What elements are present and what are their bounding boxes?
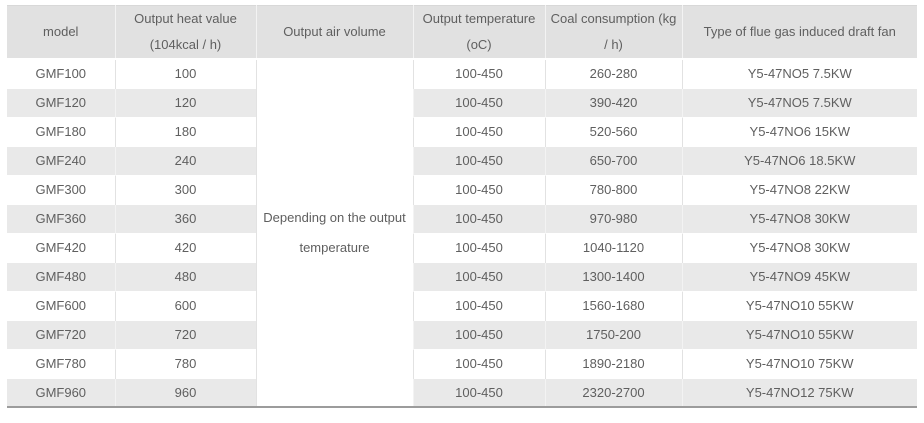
table-row: GMF480 480 100-450 1300-1400 Y5-47NO9 45… — [7, 261, 917, 291]
cell-heat-value: 420 — [114, 232, 256, 262]
table-row: GMF120 120 100-450 390-420 Y5-47NO5 7.5K… — [7, 87, 917, 117]
col-header-coal-line1: Coal consumption (kg — [550, 11, 677, 26]
cell-heat-value: 960 — [114, 377, 256, 407]
col-header-temp-line2: (oC) — [466, 37, 492, 52]
cell-temperature: 100-450 — [412, 58, 545, 88]
table-row: GMF100 100 Depending on the output tempe… — [7, 58, 917, 407]
cell-temperature: 100-450 — [412, 290, 545, 320]
table-row: GMF720 720 100-450 1750-200 Y5-47NO10 55… — [7, 319, 917, 349]
col-header-temp-line1: Output temperature — [422, 11, 536, 26]
cell-coal: 260-280 — [544, 58, 682, 88]
cell-model: GMF480 — [7, 261, 115, 291]
cell-coal: 1040-1120 — [544, 232, 682, 262]
col-header-fan-type: Type of flue gas induced draft fan — [681, 5, 917, 60]
cell-model: GMF300 — [7, 174, 115, 204]
cell-temperature: 100-450 — [412, 232, 545, 262]
col-header-air-label: Output air volume — [283, 24, 386, 39]
col-header-coal-line2: / h) — [604, 37, 623, 52]
col-header-model-label: model — [43, 24, 79, 39]
cell-coal: 650-700 — [544, 145, 682, 175]
cell-model: GMF960 — [7, 377, 115, 407]
cell-model: GMF720 — [7, 319, 115, 349]
cell-coal: 780-800 — [544, 174, 682, 204]
cell-fan-type: Y5-47NO10 55KW — [681, 290, 917, 320]
col-header-temperature: Output temperature (oC) — [412, 5, 545, 60]
product-spec-table: model Output heat value (104kcal / h) Ou… — [7, 5, 917, 408]
cell-coal: 1750-200 — [544, 319, 682, 349]
air-volume-note-line1: Depending on the output — [263, 210, 406, 225]
col-header-air-volume: Output air volume — [255, 5, 413, 60]
col-header-heat-line1: Output heat value — [134, 11, 237, 26]
cell-coal: 2320-2700 — [544, 377, 682, 407]
table-row: GMF780 780 100-450 1890-2180 Y5-47NO10 7… — [7, 348, 917, 378]
cell-fan-type: Y5-47NO6 18.5KW — [681, 145, 917, 175]
cell-fan-type: Y5-47NO10 75KW — [681, 348, 917, 378]
cell-air-volume-merged: Depending on the output temperature — [255, 58, 413, 407]
col-header-heat-line2: (104kcal / h) — [149, 37, 222, 52]
cell-fan-type: Y5-47NO8 30KW — [681, 203, 917, 233]
cell-model: GMF420 — [7, 232, 115, 262]
cell-coal: 1890-2180 — [544, 348, 682, 378]
page: model Output heat value (104kcal / h) Ou… — [7, 5, 917, 408]
cell-coal: 520-560 — [544, 116, 682, 146]
col-header-coal: Coal consumption (kg / h) — [544, 5, 682, 60]
table-row: GMF600 600 100-450 1560-1680 Y5-47NO10 5… — [7, 290, 917, 320]
cell-coal: 1560-1680 — [544, 290, 682, 320]
table-row: GMF240 240 100-450 650-700 Y5-47NO6 18.5… — [7, 145, 917, 175]
cell-heat-value: 720 — [114, 319, 256, 349]
cell-fan-type: Y5-47NO8 22KW — [681, 174, 917, 204]
cell-fan-type: Y5-47NO6 15KW — [681, 116, 917, 146]
cell-temperature: 100-450 — [412, 377, 545, 407]
table-row: GMF960 960 100-450 2320-2700 Y5-47NO12 7… — [7, 377, 917, 407]
table-row: GMF420 420 100-450 1040-1120 Y5-47NO8 30… — [7, 232, 917, 262]
cell-coal: 1300-1400 — [544, 261, 682, 291]
cell-model: GMF780 — [7, 348, 115, 378]
cell-temperature: 100-450 — [412, 261, 545, 291]
cell-heat-value: 120 — [114, 87, 256, 117]
cell-fan-type: Y5-47NO5 7.5KW — [681, 87, 917, 117]
cell-fan-type: Y5-47NO8 30KW — [681, 232, 917, 262]
table-header: model Output heat value (104kcal / h) Ou… — [7, 5, 917, 60]
table-row: GMF300 300 100-450 780-800 Y5-47NO8 22KW — [7, 174, 917, 204]
cell-heat-value: 240 — [114, 145, 256, 175]
cell-fan-type: Y5-47NO10 55KW — [681, 319, 917, 349]
cell-coal: 970-980 — [544, 203, 682, 233]
cell-heat-value: 300 — [114, 174, 256, 204]
col-header-model: model — [7, 5, 115, 60]
cell-model: GMF360 — [7, 203, 115, 233]
table-row: GMF360 360 100-450 970-980 Y5-47NO8 30KW — [7, 203, 917, 233]
cell-temperature: 100-450 — [412, 319, 545, 349]
cell-temperature: 100-450 — [412, 87, 545, 117]
cell-temperature: 100-450 — [412, 348, 545, 378]
cell-fan-type: Y5-47NO12 75KW — [681, 377, 917, 407]
cell-temperature: 100-450 — [412, 203, 545, 233]
cell-model: GMF180 — [7, 116, 115, 146]
cell-fan-type: Y5-47NO9 45KW — [681, 261, 917, 291]
air-volume-note-line2: temperature — [299, 240, 370, 255]
cell-heat-value: 360 — [114, 203, 256, 233]
cell-temperature: 100-450 — [412, 174, 545, 204]
cell-model: GMF100 — [7, 58, 115, 88]
table-body: GMF100 100 Depending on the output tempe… — [7, 58, 917, 407]
cell-coal: 390-420 — [544, 87, 682, 117]
cell-heat-value: 780 — [114, 348, 256, 378]
col-header-heat-value: Output heat value (104kcal / h) — [114, 5, 256, 60]
cell-heat-value: 180 — [114, 116, 256, 146]
cell-heat-value: 480 — [114, 261, 256, 291]
table-row: GMF180 180 100-450 520-560 Y5-47NO6 15KW — [7, 116, 917, 146]
col-header-fan-label: Type of flue gas induced draft fan — [703, 24, 896, 39]
cell-model: GMF600 — [7, 290, 115, 320]
header-row: model Output heat value (104kcal / h) Ou… — [7, 5, 917, 60]
cell-model: GMF240 — [7, 145, 115, 175]
cell-temperature: 100-450 — [412, 116, 545, 146]
cell-model: GMF120 — [7, 87, 115, 117]
cell-temperature: 100-450 — [412, 145, 545, 175]
cell-fan-type: Y5-47NO5 7.5KW — [681, 58, 917, 88]
cell-heat-value: 100 — [114, 58, 256, 88]
cell-heat-value: 600 — [114, 290, 256, 320]
